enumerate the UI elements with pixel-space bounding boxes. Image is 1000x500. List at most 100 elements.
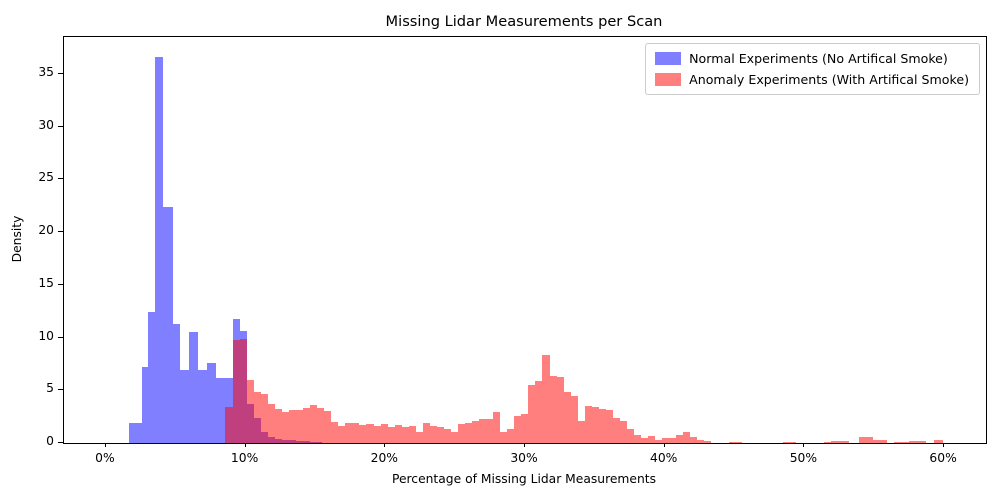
histogram-bar-anomaly (783, 442, 796, 443)
y-tick-label: 35 (38, 64, 54, 79)
histogram-bar-anomaly (585, 406, 592, 443)
y-tick-label: 20 (38, 223, 54, 238)
histogram-bar-anomaly (662, 438, 669, 443)
histogram-bar-anomaly (831, 441, 849, 443)
y-tick-mark (58, 72, 63, 74)
histogram-bar-anomaly (564, 392, 571, 443)
histogram-bar-normal (148, 312, 155, 443)
histogram-bar-anomaly (282, 412, 289, 443)
histogram-bar-anomaly (704, 441, 711, 443)
histogram-bar-anomaly (894, 442, 909, 443)
histogram-bar-anomaly (247, 380, 254, 443)
histogram-bar-anomaly (620, 421, 627, 443)
histogram-bar-normal (155, 57, 163, 443)
histogram-bar-normal (163, 207, 173, 443)
histogram-bar-anomaly (423, 423, 430, 443)
histogram-bar-anomaly (606, 410, 613, 443)
histogram-bar-anomaly (683, 432, 690, 443)
histogram-bar-anomaly (479, 419, 486, 443)
histogram-bar-anomaly (909, 441, 926, 443)
histogram-bar-anomaly (345, 423, 352, 443)
y-tick-mark (58, 442, 63, 443)
histogram-bar-anomaly (402, 427, 409, 443)
x-tick-mark (384, 443, 386, 447)
histogram-bar-anomaly (451, 432, 458, 443)
x-tick-label: 20% (370, 451, 398, 465)
histogram-bar-anomaly (225, 407, 233, 443)
histogram-bar-anomaly (381, 424, 388, 443)
y-tick-mark (58, 231, 63, 233)
histogram-bar-anomaly (317, 408, 324, 443)
chart-title: Missing Lidar Measurements per Scan (385, 13, 663, 30)
histogram-bar-anomaly (261, 394, 268, 443)
histogram-bar-anomaly (514, 416, 521, 443)
histogram-bar-anomaly (366, 424, 374, 443)
plot-area: Normal Experiments (No Artifical Smoke) … (63, 36, 987, 444)
histogram-bar-anomaly (542, 355, 550, 443)
histogram-bar-anomaly (395, 425, 402, 443)
histogram-bar-anomaly (240, 339, 247, 443)
histogram-bar-normal (189, 332, 198, 443)
histogram-bar-anomaly (331, 422, 338, 443)
histogram-bar-anomaly (359, 425, 366, 443)
histogram-bar-normal (180, 370, 189, 443)
histogram-bar-anomaly (507, 429, 514, 443)
histogram-bar-anomaly (500, 432, 507, 443)
histogram-bar-anomaly (599, 409, 606, 443)
legend-swatch-anomaly (655, 73, 682, 86)
histogram-bar-anomaly (578, 421, 585, 443)
y-tick-mark (58, 283, 63, 285)
histogram-bar-anomaly (934, 440, 943, 443)
x-tick-label: 60% (929, 451, 957, 465)
histogram-bar-anomaly (268, 404, 275, 443)
histogram-bar-anomaly (352, 423, 359, 443)
x-tick-label: 30% (510, 451, 538, 465)
histogram-bar-anomaly (873, 440, 887, 443)
x-axis-label: Percentage of Missing Lidar Measurements (391, 472, 656, 486)
histogram-bar-anomaly (310, 405, 317, 443)
histogram-bar-anomaly (458, 424, 465, 443)
histogram-bar-anomaly (859, 437, 873, 443)
histogram-bar-anomaly (472, 421, 479, 443)
histogram-bar-anomaly (416, 432, 423, 443)
histogram-bar-anomaly (338, 426, 345, 443)
histogram-bar-anomaly (641, 438, 648, 443)
x-tick-mark (943, 443, 945, 447)
histogram-bar-normal (173, 324, 180, 443)
legend: Normal Experiments (No Artifical Smoke) … (645, 43, 980, 95)
histogram-bar-anomaly (493, 412, 500, 443)
histogram-bar-anomaly (374, 426, 381, 443)
histogram-bar-anomaly (613, 418, 620, 443)
histogram-bar-anomaly (324, 411, 331, 443)
legend-item-anomaly: Anomaly Experiments (With Artifical Smok… (655, 72, 969, 87)
histogram-bar-anomaly (521, 414, 528, 443)
histogram-bar-anomaly (444, 429, 451, 443)
histogram-bar-anomaly (388, 427, 395, 443)
histogram-bar-anomaly (535, 381, 542, 443)
y-tick-label: 30 (38, 117, 54, 132)
y-tick-label: 25 (38, 170, 54, 185)
y-tick-mark (58, 336, 63, 338)
histogram-bar-anomaly (655, 440, 662, 443)
y-tick-label: 5 (46, 381, 54, 396)
histogram-bar-anomaly (430, 426, 437, 443)
histogram-bar-anomaly (254, 392, 261, 443)
x-tick-label: 0% (95, 451, 115, 465)
histogram-bar-normal (207, 363, 216, 443)
histogram-bar-anomaly (592, 407, 599, 443)
x-tick-label: 50% (789, 451, 818, 465)
legend-swatch-normal (655, 52, 682, 65)
histogram-bar-normal (198, 370, 207, 443)
histogram-bar-anomaly (627, 429, 634, 443)
x-tick-mark (803, 443, 805, 447)
histogram-bar-anomaly (465, 423, 472, 443)
histogram-bar-anomaly (690, 437, 697, 443)
x-tick-label: 40% (650, 451, 678, 465)
histogram-bar-anomaly (486, 419, 493, 443)
y-tick-label: 0 (46, 434, 54, 448)
legend-label-normal: Normal Experiments (No Artifical Smoke) (689, 51, 948, 66)
histogram-bar-anomaly (676, 435, 683, 443)
y-tick-mark (58, 178, 63, 180)
histogram-bar-anomaly (409, 426, 416, 443)
histogram-bar-anomaly (824, 442, 831, 443)
